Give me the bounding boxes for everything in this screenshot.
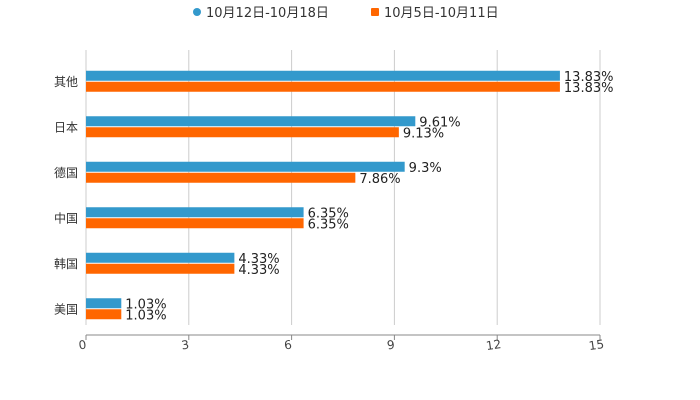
- data-label: 4.33%: [238, 263, 279, 278]
- data-label: 13.83%: [564, 70, 614, 85]
- category-label: 韩国: [54, 256, 78, 271]
- legend-marker-circle: [193, 8, 201, 16]
- bar-current-week: [86, 161, 405, 172]
- bar-previous-week: [86, 172, 356, 183]
- x-tick-label: 9: [386, 338, 396, 353]
- legend-item: 10月5日-10月11日: [384, 6, 499, 21]
- data-label: 1.03%: [125, 297, 166, 312]
- bar-previous-week: [86, 309, 122, 320]
- data-label: 9.3%: [409, 161, 442, 176]
- bar-current-week: [86, 116, 416, 127]
- bar-previous-week: [86, 263, 235, 274]
- bar-previous-week: [86, 218, 304, 229]
- bar-current-week: [86, 70, 560, 81]
- category-label: 德国: [54, 165, 78, 180]
- category-label: 其他: [54, 75, 78, 89]
- x-tick-label: 0: [78, 338, 88, 353]
- data-label: 13.83%: [564, 81, 614, 96]
- legend-marker-square: [371, 8, 379, 16]
- bar-current-week: [86, 298, 122, 309]
- bar-previous-week: [86, 81, 560, 92]
- data-label: 4.33%: [238, 252, 279, 267]
- category-label: 美国: [54, 302, 78, 316]
- legend-item: 10月12日-10月18日: [206, 6, 329, 21]
- x-tick-label: 12: [485, 337, 502, 353]
- data-label: 7.86%: [359, 172, 400, 187]
- bar-current-week: [86, 252, 235, 263]
- data-label: 6.35%: [308, 206, 349, 221]
- data-label: 6.35%: [308, 217, 349, 232]
- category-label: 中国: [54, 210, 78, 225]
- x-tick-label: 3: [180, 338, 190, 353]
- bar-previous-week: [86, 127, 399, 138]
- data-label: 9.13%: [403, 126, 444, 141]
- data-label: 9.61%: [419, 115, 460, 130]
- x-tick-label: 15: [588, 337, 605, 353]
- bar-current-week: [86, 207, 304, 218]
- data-label: 1.03%: [125, 308, 166, 323]
- x-tick-label: 6: [283, 338, 293, 353]
- category-label: 日本: [54, 120, 78, 134]
